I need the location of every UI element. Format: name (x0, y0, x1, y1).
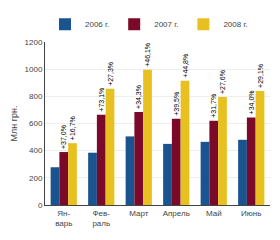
svg-text:+27,6%: +27,6% (219, 70, 226, 94)
svg-text:+31,7%: +31,7% (210, 94, 217, 118)
svg-text:2006 г.: 2006 г. (85, 20, 109, 29)
svg-text:0: 0 (38, 201, 43, 210)
svg-text:Млн грн.: Млн грн. (9, 106, 19, 142)
svg-text:+34,0%: +34,0% (248, 90, 255, 114)
svg-text:Фев-раль: Фев-раль (92, 209, 110, 228)
svg-text:Июнь: Июнь (241, 209, 261, 218)
svg-text:600: 600 (29, 119, 43, 128)
svg-text:+39,5%: +39,5% (173, 92, 180, 116)
svg-text:+27,3%: +27,3% (107, 62, 114, 86)
svg-text:1200: 1200 (25, 38, 43, 47)
svg-text:Март: Март (129, 209, 148, 218)
svg-text:+16,7%: +16,7% (69, 116, 76, 140)
svg-text:Ян-варь: Ян-варь (55, 209, 72, 228)
svg-text:Май: Май (206, 209, 222, 218)
svg-text:+73,1%: +73,1% (98, 88, 105, 112)
svg-text:+46,1%: +46,1% (144, 43, 151, 67)
svg-text:800: 800 (29, 92, 43, 101)
svg-text:1000: 1000 (25, 65, 43, 74)
svg-text:2007 г.: 2007 г. (154, 20, 178, 29)
svg-text:+29,1%: +29,1% (257, 64, 264, 88)
svg-text:200: 200 (29, 174, 43, 183)
svg-text:Апрель: Апрель (163, 209, 190, 218)
svg-text:2008 г.: 2008 г. (223, 20, 247, 29)
svg-text:+44,8%: +44,8% (182, 54, 189, 78)
svg-text:+37,0%: +37,0% (60, 125, 67, 149)
svg-text:+34,3%: +34,3% (135, 85, 142, 109)
svg-text:400: 400 (29, 146, 43, 155)
